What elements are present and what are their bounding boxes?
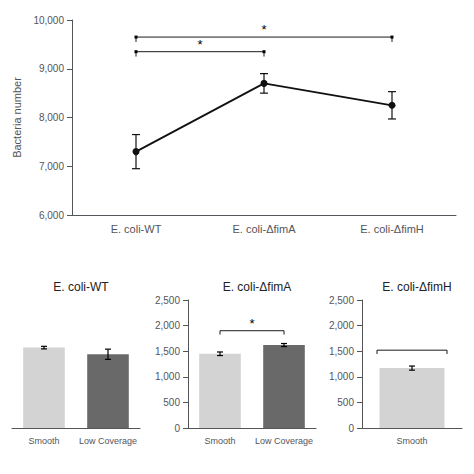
svg-text:1,000: 1,000 [155, 371, 180, 382]
svg-text:0: 0 [348, 423, 354, 434]
svg-text:1,000: 1,000 [329, 371, 354, 382]
svg-text:Smooth: Smooth [396, 436, 427, 446]
svg-text:500: 500 [163, 397, 180, 408]
svg-text:Low Coverage: Low Coverage [79, 436, 137, 446]
svg-text:500: 500 [337, 397, 354, 408]
svg-text:E. coli-WT: E. coli-WT [53, 280, 109, 294]
svg-text:E. coli-ΔfimH: E. coli-ΔfimH [360, 223, 424, 235]
svg-text:1,500: 1,500 [329, 346, 354, 357]
svg-text:E. coli-WT: E. coli-WT [111, 223, 162, 235]
svg-text:Smooth: Smooth [28, 436, 59, 446]
svg-text:6,000: 6,000 [39, 210, 64, 221]
svg-text:2,000: 2,000 [329, 320, 354, 331]
svg-text:E. coli-ΔfimA: E. coli-ΔfimA [223, 280, 292, 294]
svg-text:E. coli-ΔfimA: E. coli-ΔfimA [233, 223, 297, 235]
svg-text:Bacteria number: Bacteria number [11, 77, 23, 158]
svg-text:Smooth: Smooth [204, 436, 235, 446]
svg-text:8,000: 8,000 [39, 112, 64, 123]
svg-text:*: * [197, 37, 202, 52]
svg-text:E. coli-ΔfimH: E. coli-ΔfimH [382, 280, 451, 294]
svg-text:2,500: 2,500 [155, 295, 180, 306]
svg-text:7,000: 7,000 [39, 161, 64, 172]
svg-text:1,500: 1,500 [155, 346, 180, 357]
svg-text:Low Coverage: Low Coverage [255, 436, 313, 446]
svg-text:2,500: 2,500 [329, 295, 354, 306]
svg-text:0: 0 [174, 423, 180, 434]
svg-text:2,000: 2,000 [155, 320, 180, 331]
svg-text:*: * [249, 316, 254, 331]
svg-text:10,000: 10,000 [33, 15, 64, 26]
svg-text:9,000: 9,000 [39, 63, 64, 74]
svg-text:*: * [261, 22, 266, 37]
